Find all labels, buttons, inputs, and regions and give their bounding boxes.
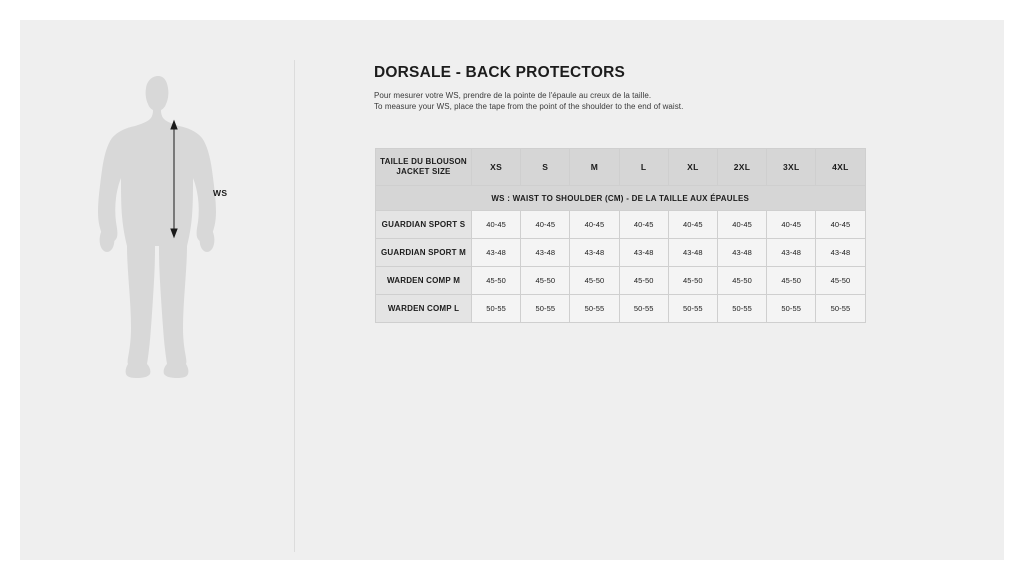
header-cell-xl: XL	[667, 148, 718, 186]
header-cell-m: M	[569, 148, 620, 186]
section-divider	[294, 60, 295, 552]
cell-warden-comp-l-2xl: 50-55	[716, 294, 768, 323]
band-label: WS : WAIST TO SHOULDER (CM) - DE LA TAIL…	[375, 185, 866, 211]
cell-guardian-sport-s-l: 40-45	[618, 210, 669, 239]
page-title: DORSALE - BACK PROTECTORS	[374, 64, 626, 81]
header-cell-xs: XS	[470, 148, 522, 186]
cell-warden-comp-m-s: 45-50	[520, 266, 571, 295]
cell-guardian-sport-m-4xl: 43-48	[815, 238, 866, 267]
instruction-fr: Pour mesurer votre WS, prendre de la poi…	[374, 91, 652, 101]
cell-guardian-sport-s-2xl: 40-45	[716, 210, 768, 239]
cell-warden-comp-m-m: 45-50	[569, 266, 620, 295]
cell-warden-comp-m-xl: 45-50	[667, 266, 718, 295]
cell-guardian-sport-s-s: 40-45	[520, 210, 571, 239]
table-header-row: TAILLE DU BLOUSON JACKET SIZE XS S M L X…	[375, 148, 866, 186]
header-cell-4xl: 4XL	[815, 148, 866, 186]
size-chart-table: TAILLE DU BLOUSON JACKET SIZE XS S M L X…	[375, 148, 866, 323]
instruction-en: To measure your WS, place the tape from …	[374, 102, 684, 112]
cell-warden-comp-l-3xl: 50-55	[766, 294, 817, 323]
row-label-guardian-sport-m: GUARDIAN SPORT M	[375, 238, 472, 267]
table-row: GUARDIAN SPORT S 40-45 40-45 40-45 40-45…	[375, 210, 866, 239]
cell-warden-comp-m-4xl: 45-50	[815, 266, 866, 295]
cell-warden-comp-l-s: 50-55	[520, 294, 571, 323]
cell-guardian-sport-s-xl: 40-45	[667, 210, 718, 239]
cell-guardian-sport-s-4xl: 40-45	[815, 210, 866, 239]
body-silhouette-icon	[98, 76, 216, 378]
measurement-arrow-icon	[170, 119, 178, 239]
header-cell-jacket-size: TAILLE DU BLOUSON JACKET SIZE	[375, 148, 472, 186]
row-label-guardian-sport-s: GUARDIAN SPORT S	[375, 210, 472, 239]
cell-guardian-sport-m-3xl: 43-48	[766, 238, 817, 267]
cell-guardian-sport-m-xl: 43-48	[667, 238, 718, 267]
cell-warden-comp-m-xs: 45-50	[470, 266, 522, 295]
cell-guardian-sport-s-m: 40-45	[569, 210, 620, 239]
row-label-warden-comp-l: WARDEN COMP L	[375, 294, 472, 323]
cell-guardian-sport-m-s: 43-48	[520, 238, 571, 267]
table-row: GUARDIAN SPORT M 43-48 43-48 43-48 43-48…	[375, 238, 866, 267]
cell-guardian-sport-s-3xl: 40-45	[766, 210, 817, 239]
table-row: WARDEN COMP M 45-50 45-50 45-50 45-50 45…	[375, 266, 866, 295]
header-cell-s: S	[520, 148, 571, 186]
cell-warden-comp-m-2xl: 45-50	[716, 266, 768, 295]
cell-guardian-sport-s-xs: 40-45	[470, 210, 522, 239]
cell-guardian-sport-m-l: 43-48	[618, 238, 669, 267]
row-label-warden-comp-m: WARDEN COMP M	[375, 266, 472, 295]
cell-guardian-sport-m-2xl: 43-48	[716, 238, 768, 267]
cell-warden-comp-l-m: 50-55	[569, 294, 620, 323]
header-cell-3xl: 3XL	[766, 148, 817, 186]
cell-warden-comp-m-l: 45-50	[618, 266, 669, 295]
measurement-illustration: WS	[95, 40, 295, 380]
header-label-line2: JACKET SIZE	[396, 167, 451, 176]
cell-warden-comp-m-3xl: 45-50	[766, 266, 817, 295]
content-panel: WS DORSALE - BACK PROTECTORS Pour mesure…	[20, 20, 1004, 560]
cell-warden-comp-l-xl: 50-55	[667, 294, 718, 323]
header-cell-l: L	[618, 148, 669, 186]
cell-guardian-sport-m-xs: 43-48	[470, 238, 522, 267]
table-band-row: WS : WAIST TO SHOULDER (CM) - DE LA TAIL…	[375, 185, 866, 211]
table-row: WARDEN COMP L 50-55 50-55 50-55 50-55 50…	[375, 294, 866, 323]
cell-warden-comp-l-xs: 50-55	[470, 294, 522, 323]
header-block: DORSALE - BACK PROTECTORS Pour mesurer v…	[374, 64, 994, 113]
cell-guardian-sport-m-m: 43-48	[569, 238, 620, 267]
ws-measure-label: WS	[213, 188, 228, 198]
cell-warden-comp-l-4xl: 50-55	[815, 294, 866, 323]
header-cell-2xl: 2XL	[716, 148, 768, 186]
cell-warden-comp-l-l: 50-55	[618, 294, 669, 323]
header-label-line1: TAILLE DU BLOUSON	[380, 157, 467, 166]
